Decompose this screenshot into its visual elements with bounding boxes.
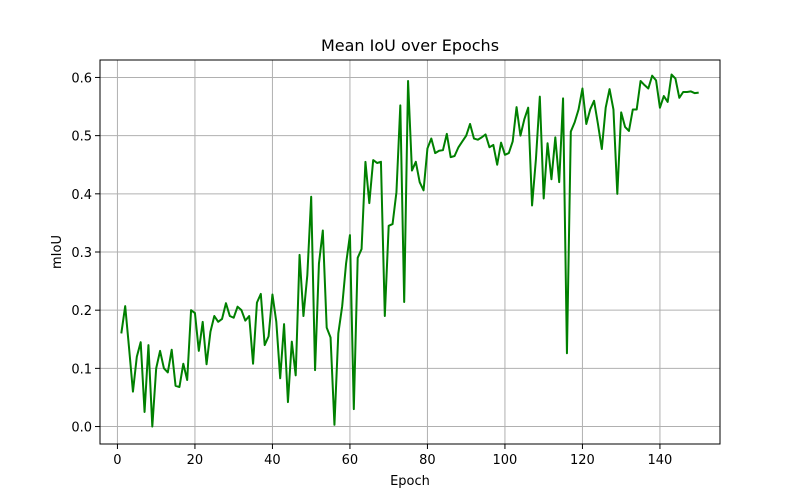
x-tick-label: 40: [264, 453, 281, 468]
series-line-miou: [120, 73, 699, 428]
y-tick-label: 0.6: [71, 71, 92, 86]
y-tick-label: 0.3: [71, 246, 92, 261]
y-tick-label: 0.1: [71, 362, 92, 377]
x-tick-label: 100: [493, 453, 518, 468]
y-axis-ticks: 0.0 0.1 0.2 0.3 0.4 0.5 0.6: [71, 71, 100, 436]
y-tick-label: 0.4: [71, 188, 92, 203]
x-tick-label: 140: [648, 453, 673, 468]
x-axis-label: Epoch: [390, 474, 430, 489]
y-tick-label: 0.2: [71, 304, 92, 319]
x-tick-label: 0: [113, 453, 121, 468]
y-tick-label: 0.5: [71, 130, 92, 145]
x-tick-label: 60: [342, 453, 359, 468]
chart-title: Mean IoU over Epochs: [321, 36, 499, 55]
x-tick-label: 120: [570, 453, 595, 468]
x-axis-ticks: 0 20 40 60 80 100 120 140: [113, 444, 672, 468]
x-tick-label: 20: [187, 453, 204, 468]
y-axis-label: mIoU: [50, 235, 65, 269]
y-tick-label: 0.0: [71, 421, 92, 436]
x-tick-label: 80: [419, 453, 436, 468]
